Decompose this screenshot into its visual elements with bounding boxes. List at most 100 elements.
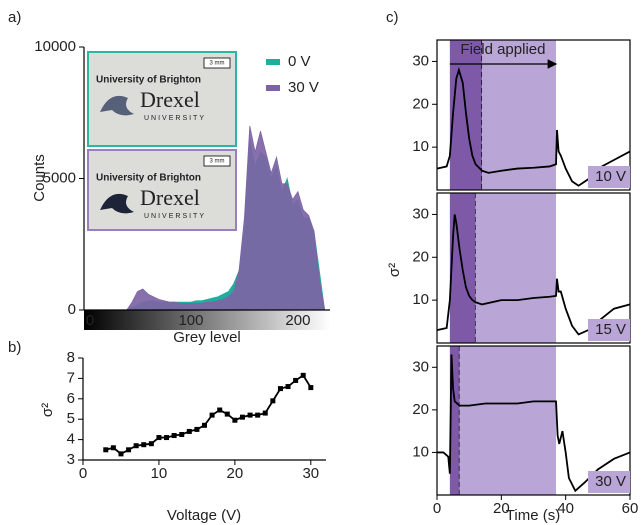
inset-logo: [100, 193, 134, 214]
line: [436, 66, 631, 187]
grey-gradient: [84, 310, 330, 330]
inset-text: Drexel: [140, 87, 200, 112]
plot-frame: [436, 345, 631, 496]
marker: [186, 428, 192, 434]
y-tick-label: 10: [412, 291, 429, 308]
marker: [239, 414, 245, 420]
marker: [110, 445, 116, 451]
x-tick-label: 0: [86, 312, 94, 329]
y-tick-label: 20: [412, 248, 429, 265]
panel-label: a): [8, 9, 21, 26]
marker: [224, 411, 230, 417]
marker: [164, 435, 170, 441]
marker: [171, 433, 177, 439]
inset-text: Drexel: [140, 185, 200, 210]
x-tick-label: 0: [433, 500, 441, 517]
marker: [156, 435, 162, 441]
field-region: [482, 40, 557, 190]
y-tick-label: 20: [412, 95, 429, 112]
y-tick-label: 5000: [43, 169, 76, 186]
y-tick-label: 3: [67, 451, 75, 468]
x-tick-label: 200: [285, 312, 310, 329]
panel-label: b): [8, 339, 21, 356]
plot-frame: [436, 192, 631, 344]
marker: [277, 386, 283, 392]
voltage-tag: 30 V: [595, 473, 626, 490]
marker: [118, 451, 124, 457]
scale-bar: 3 mm: [210, 159, 225, 165]
marker: [148, 441, 154, 447]
y-tick-label: 4: [67, 431, 75, 448]
inset-text: University of Brighton: [96, 75, 201, 86]
x-tick-label: 60: [622, 500, 639, 517]
y-axis-label: σ²: [39, 403, 56, 417]
y-tick-label: 30: [412, 358, 429, 375]
y-tick-label: 10: [412, 443, 429, 460]
voltage-tag: 10 V: [595, 168, 626, 185]
x-tick-label: 20: [493, 500, 510, 517]
x-tick-label: 40: [557, 500, 574, 517]
inset-text: UNIVERSITY: [144, 115, 206, 122]
voltage-tag: 15 V: [595, 321, 626, 338]
y-tick-label: 5: [67, 410, 75, 427]
marker: [133, 443, 139, 449]
x-tick-label: 10: [151, 465, 168, 482]
marker: [179, 432, 185, 437]
marker: [202, 422, 207, 428]
voltage-tag-box: [588, 166, 630, 188]
x-tick-label: 100: [178, 312, 203, 329]
inset-text: UNIVERSITY: [144, 213, 206, 220]
marker: [126, 447, 132, 453]
x-axis-label: Grey level: [173, 329, 241, 346]
scale-bar-box: [203, 57, 231, 69]
marker: [300, 372, 306, 378]
inset-text: University of Brighton: [96, 173, 201, 184]
x-axis-label: Time (s): [506, 507, 560, 524]
area: [126, 125, 326, 311]
x-tick-label: 20: [227, 465, 244, 482]
y-tick-label: 10: [412, 138, 429, 155]
y-axis-label: Counts: [31, 154, 48, 202]
marker: [262, 410, 268, 416]
x-tick-label: 0: [79, 465, 87, 482]
annotation: Field applied: [460, 41, 545, 58]
line: [437, 354, 631, 493]
inset-logo: [100, 95, 134, 116]
legend-label: 30 V: [288, 79, 319, 96]
plot-frame: [436, 39, 631, 191]
marker: [209, 412, 215, 418]
marker: [103, 447, 109, 453]
y-tick-label: 30: [412, 205, 429, 222]
field-region: [449, 346, 460, 495]
y-axis-label: σ²: [386, 263, 403, 277]
marker: [141, 442, 147, 448]
x-axis-label: Voltage (V): [167, 507, 241, 524]
y-tick-label: 7: [67, 369, 75, 386]
y-tick-label: 0: [68, 301, 76, 318]
legend-label: 0 V: [288, 53, 311, 70]
marker: [255, 412, 261, 418]
line: [436, 214, 631, 336]
marker: [285, 384, 291, 390]
line: [105, 374, 312, 455]
x-tick-label: 30: [302, 465, 319, 482]
panel-label: c): [386, 9, 399, 26]
marker: [270, 398, 276, 404]
voltage-tag-box: [588, 471, 630, 493]
marker: [308, 385, 314, 391]
marker: [232, 417, 238, 423]
y-tick-label: 20: [412, 401, 429, 418]
y-tick-label: 8: [67, 349, 75, 366]
marker: [194, 426, 200, 432]
y-tick-label: 6: [67, 390, 75, 407]
scale-bar-box: [203, 155, 231, 167]
field-region: [459, 346, 557, 495]
y-tick-label: 30: [412, 52, 429, 69]
scale-bar: 3 mm: [210, 61, 225, 67]
voltage-tag-box: [588, 319, 630, 341]
marker: [217, 407, 223, 413]
y-tick-label: 10000: [34, 38, 76, 55]
marker: [247, 412, 253, 418]
marker: [293, 377, 299, 383]
